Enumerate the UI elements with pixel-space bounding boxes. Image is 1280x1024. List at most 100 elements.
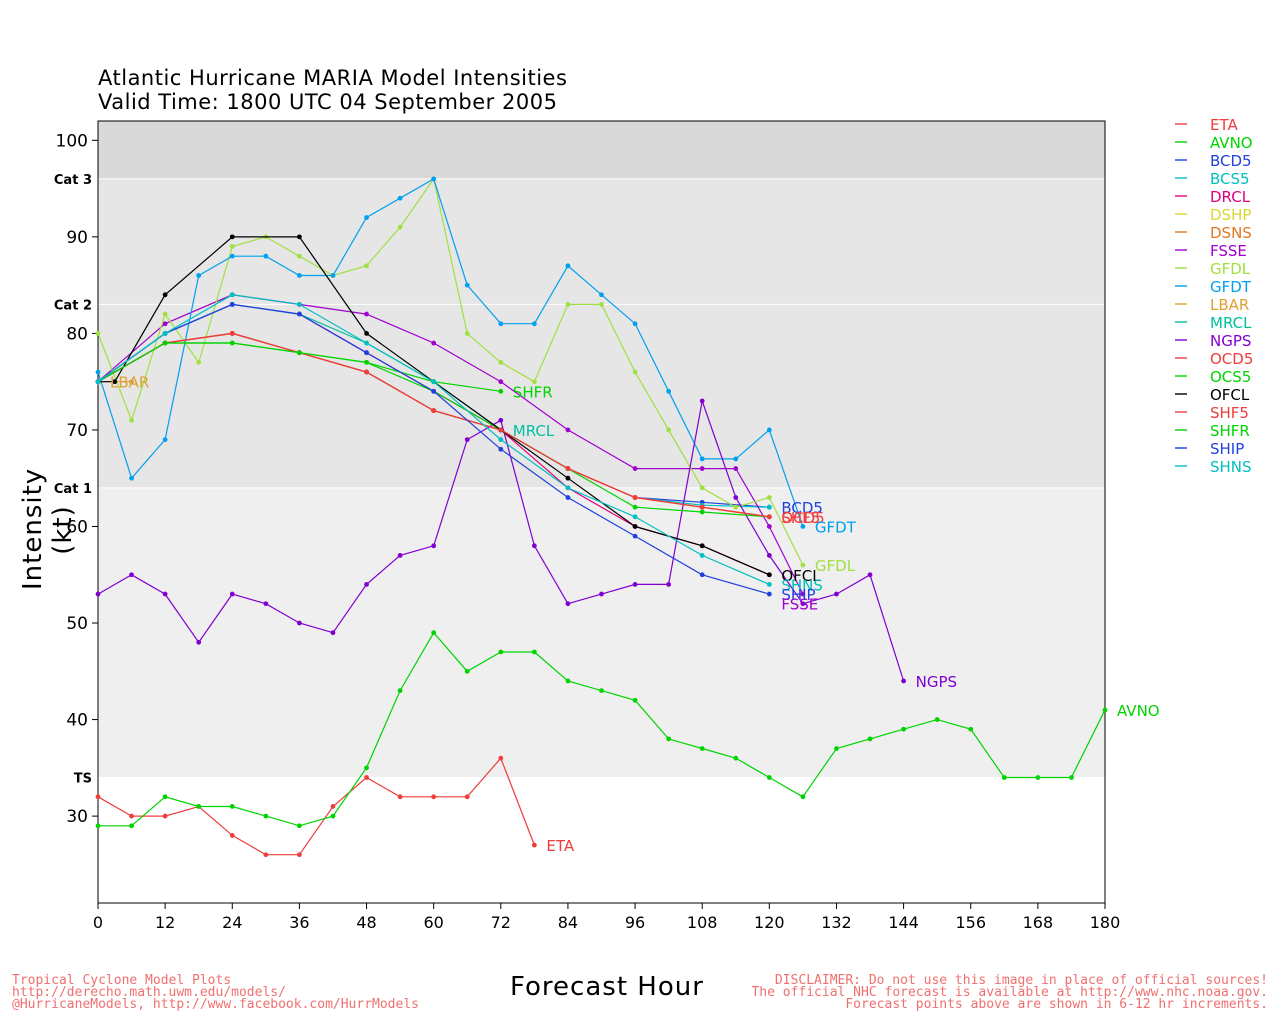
data-point-ofcl [297, 234, 302, 240]
data-point-ofcl [699, 543, 705, 549]
data-point-avno [766, 775, 772, 780]
x-tick-label: 36 [289, 913, 309, 932]
data-point-gfdl [95, 330, 101, 336]
series-end-label: SHFR [513, 383, 553, 401]
x-tick-label: 96 [625, 913, 645, 932]
series-line-gfdt [97, 178, 804, 527]
data-point-ship [297, 311, 302, 317]
data-point-lbar [129, 379, 134, 385]
data-point-shf5 [229, 330, 235, 336]
series-end-label: FSSE [781, 596, 818, 614]
legend-entry: SHF5 [1210, 404, 1249, 422]
data-point-avno [934, 717, 940, 722]
data-point-gfdl [498, 359, 504, 365]
data-point-ngps [599, 591, 604, 597]
data-point-shfr [162, 340, 168, 346]
data-point-ngps [364, 582, 369, 587]
series-end-label: ETA [546, 837, 574, 855]
data-point-ngps [498, 417, 504, 423]
data-point-gfdt [263, 253, 269, 259]
footer-credit-line[interactable]: http://derecho.math.uwm.edu/models/ [12, 985, 286, 1000]
data-point-gfdl [162, 311, 168, 317]
data-point-avno [464, 668, 470, 674]
data-point-ngps [565, 601, 571, 607]
data-point-gfdl [364, 263, 369, 269]
footer-credit-line[interactable]: @HurricaneModels, http://www.facebook.co… [12, 997, 419, 1012]
category-band-label: Cat 3 [54, 173, 92, 188]
series-end-label: GFDT [815, 518, 857, 536]
data-point-avno [397, 688, 403, 694]
data-point-gfdl [464, 330, 470, 336]
data-point-gfdl [565, 302, 571, 307]
data-point-shf5 [632, 495, 638, 500]
data-point-ship [565, 495, 571, 500]
data-point-avno [364, 765, 369, 771]
data-point-gfdt [766, 427, 772, 433]
data-point-gfdt [196, 273, 202, 278]
data-point-ship [766, 591, 772, 597]
data-point-avno [733, 755, 739, 761]
series-end-label: OFCL [781, 567, 821, 585]
y-tick-label: 30 [66, 807, 88, 827]
data-point-gfdl [699, 485, 705, 491]
legend-entry: ETA [1210, 116, 1238, 134]
series-end-label: GFDL [815, 557, 856, 575]
data-point-gfdl [531, 379, 537, 385]
data-point-ngps [867, 572, 873, 578]
data-point-shns [95, 379, 101, 385]
data-point-gfdt [162, 437, 168, 442]
category-band-label: Cat 1 [54, 482, 92, 497]
series-line-eta [97, 757, 535, 856]
data-point-gfdt [364, 215, 369, 220]
data-point-eta [330, 804, 336, 809]
data-point-shns [297, 302, 302, 307]
legend-entry: MRCL [1210, 314, 1252, 332]
data-point-ngps [196, 639, 202, 645]
data-point-gfdl [297, 253, 302, 259]
data-point-avno [901, 726, 906, 732]
legend-entry: DSHP [1210, 206, 1251, 224]
chart-subtitle: Valid Time: 1800 UTC 04 September 2005 [98, 90, 558, 114]
data-point-ngps [330, 630, 336, 636]
x-tick-label: 144 [888, 913, 919, 932]
data-point-avno [800, 794, 806, 800]
x-tick-label: 156 [955, 913, 986, 932]
data-point-shf5 [431, 408, 437, 414]
data-point-ofcl [766, 572, 772, 578]
data-point-gfdl [733, 504, 739, 510]
data-point-avno [162, 794, 168, 800]
disclaimer-line: DISCLAIMER: Do not use this image in pla… [774, 973, 1268, 988]
category-band [98, 487, 1105, 778]
series-end-label: OCD5 [781, 509, 824, 527]
legend-entry: OCD5 [1210, 350, 1253, 368]
data-point-gfdt [397, 195, 403, 201]
footer-credit-line: Tropical Cyclone Model Plots [12, 973, 232, 988]
chart-title: Atlantic Hurricane MARIA Model Intensiti… [98, 66, 568, 90]
data-point-gfdt [431, 176, 437, 182]
data-point-gfdt [531, 321, 537, 327]
data-point-avno [1035, 775, 1041, 780]
data-point-ngps [229, 591, 235, 597]
data-point-gfdl [632, 369, 638, 375]
data-point-gfdt [297, 273, 302, 278]
data-point-fsse [364, 311, 369, 317]
x-tick-label: 108 [687, 913, 718, 932]
data-point-gfdl [766, 495, 772, 500]
data-point-ship [699, 572, 705, 578]
data-point-fsse [800, 591, 806, 597]
y-tick-label: 70 [66, 421, 88, 441]
data-point-gfdt [498, 321, 504, 327]
legend-entry: SHIP [1210, 440, 1244, 458]
data-point-eta [229, 833, 235, 838]
data-point-gfdl [229, 244, 235, 249]
data-point-gfdt [733, 456, 739, 462]
data-point-ship [364, 350, 369, 356]
data-point-ngps [901, 678, 906, 684]
data-point-shf5 [364, 369, 369, 375]
data-point-fsse [766, 524, 772, 529]
series-end-label: SHF5 [781, 509, 820, 527]
data-point-ofcl [112, 379, 118, 385]
data-point-ship [632, 533, 638, 539]
data-point-shns [766, 582, 772, 587]
data-point-gfdl [129, 417, 134, 423]
